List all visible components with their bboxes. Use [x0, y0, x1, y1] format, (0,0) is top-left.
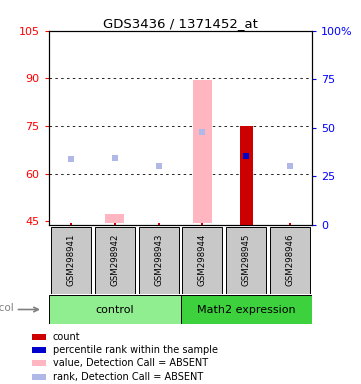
Text: protocol: protocol: [0, 303, 14, 313]
Bar: [32, 347, 45, 353]
Bar: [226, 227, 266, 294]
Text: rank, Detection Call = ABSENT: rank, Detection Call = ABSENT: [53, 372, 203, 382]
Text: GSM298946: GSM298946: [286, 234, 295, 286]
Bar: [192, 80, 212, 223]
Bar: [105, 214, 125, 223]
Text: Math2 expression: Math2 expression: [197, 305, 296, 314]
Bar: [240, 126, 253, 225]
Text: value, Detection Call = ABSENT: value, Detection Call = ABSENT: [53, 358, 208, 368]
Bar: [182, 227, 222, 294]
Bar: [49, 295, 180, 324]
Text: percentile rank within the sample: percentile rank within the sample: [53, 345, 218, 355]
Bar: [139, 227, 179, 294]
Text: GSM298941: GSM298941: [66, 234, 75, 286]
Text: GSM298943: GSM298943: [154, 234, 163, 286]
Text: control: control: [95, 305, 134, 314]
Bar: [51, 227, 91, 294]
Text: GSM298945: GSM298945: [242, 234, 251, 286]
Text: GSM298942: GSM298942: [110, 234, 119, 286]
Bar: [180, 295, 312, 324]
Title: GDS3436 / 1371452_at: GDS3436 / 1371452_at: [103, 17, 258, 30]
Bar: [95, 227, 135, 294]
Bar: [32, 374, 45, 380]
Text: count: count: [53, 332, 80, 342]
Bar: [32, 334, 45, 340]
Bar: [32, 360, 45, 366]
Bar: [270, 227, 310, 294]
Text: GSM298944: GSM298944: [198, 234, 207, 286]
